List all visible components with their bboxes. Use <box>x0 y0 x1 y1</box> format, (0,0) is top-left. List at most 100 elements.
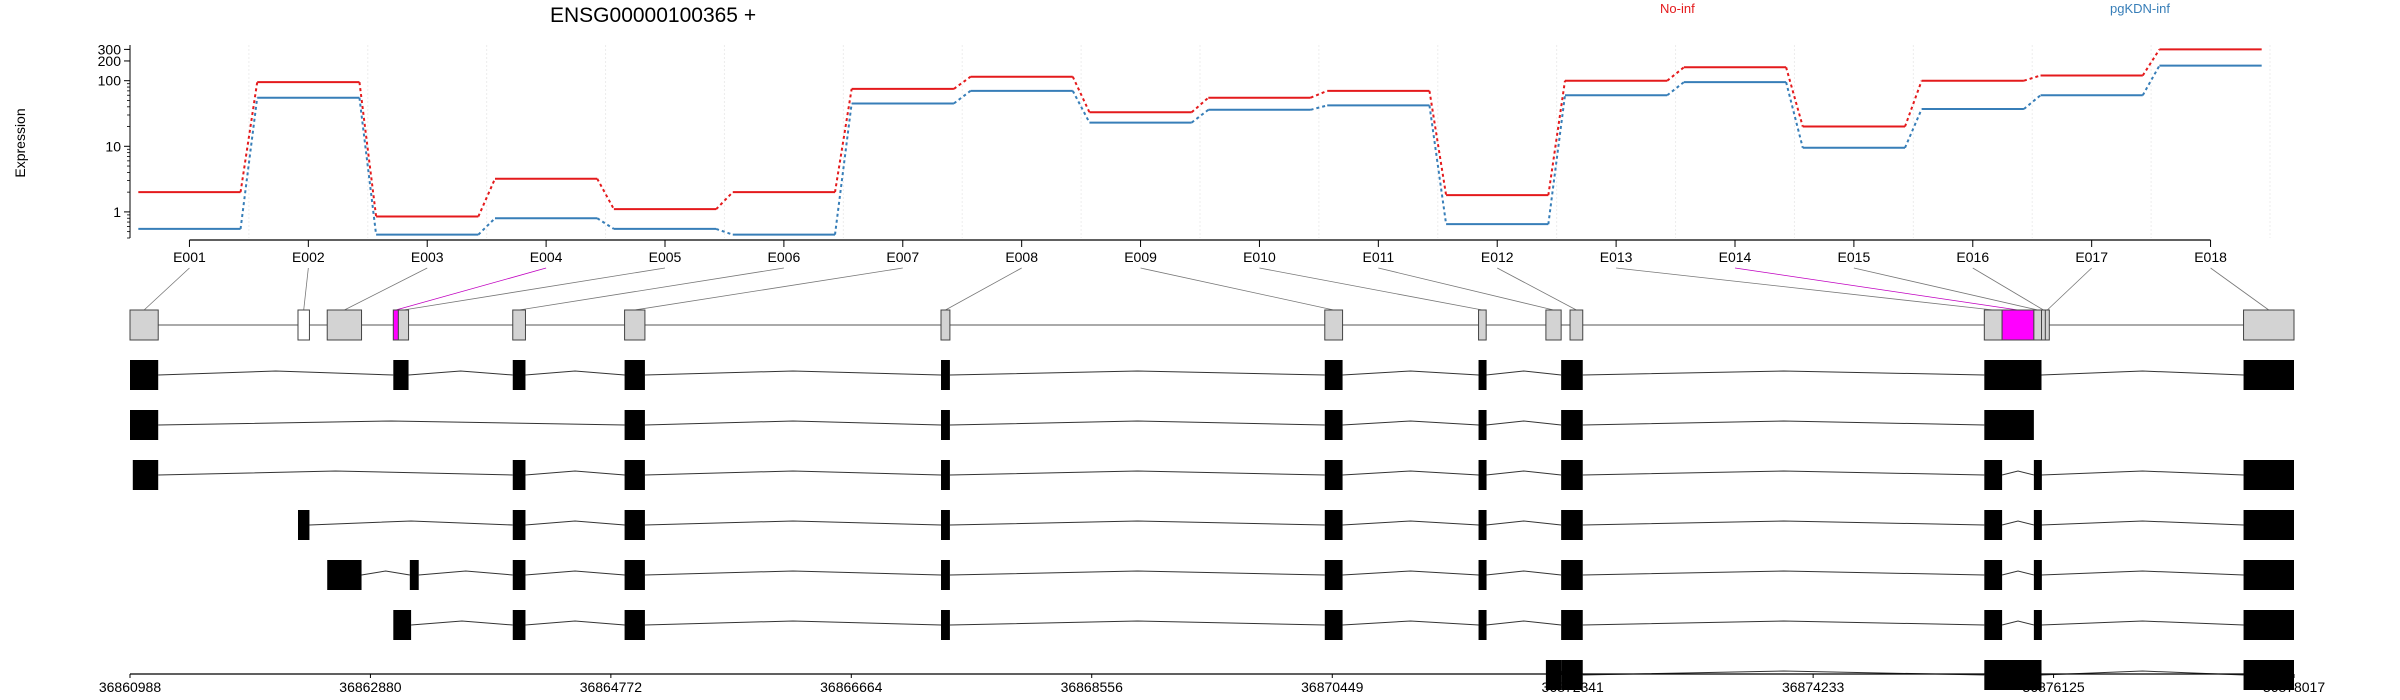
transcript-intron <box>644 470 942 476</box>
transcript-intron <box>949 420 1325 426</box>
genomic-coordinate-axis: 36860988 36862880 36864772 36866664 36868556… <box>99 673 2325 695</box>
series-connector <box>358 97 378 235</box>
transcript-exon <box>1478 410 1487 440</box>
y-tick-label: 200 <box>98 53 122 69</box>
transcript-intron <box>644 570 942 576</box>
transcript-intron <box>949 570 1325 576</box>
exon-bin-label: E016 <box>1956 249 1989 265</box>
transcript-intron <box>1342 370 1479 376</box>
series-connector <box>477 178 496 217</box>
transcript-exon <box>1324 560 1343 590</box>
vertical-gridlines <box>129 45 2271 238</box>
exon-bin-label: E006 <box>768 249 801 265</box>
genomic-tick-label: 36860988 <box>99 679 162 695</box>
genomic-tick-label: 36872341 <box>1542 679 1605 695</box>
exon-connector <box>2047 267 2092 311</box>
exon-connector <box>519 267 784 311</box>
series-connector <box>2023 94 2042 110</box>
exon-connector <box>1972 267 2044 311</box>
gene-model-exon <box>392 309 399 341</box>
transcript-intron <box>1582 520 1985 526</box>
series-pgkdn-inf <box>138 64 2262 236</box>
transcript-exon <box>1478 610 1487 640</box>
transcript-intron <box>949 370 1325 376</box>
exon-bin-label: E017 <box>2075 249 2108 265</box>
transcript-exon <box>2243 510 2294 540</box>
transcript-track <box>297 510 2294 540</box>
genomic-tick-label: 36864772 <box>580 679 643 695</box>
transcript-exon <box>130 410 159 440</box>
transcript-exon <box>1561 560 1583 590</box>
gene-model-exon <box>1983 309 2003 341</box>
transcript-intron <box>411 620 513 626</box>
transcript-exon <box>1478 360 1487 390</box>
series-connector <box>239 82 259 193</box>
transcript-exon <box>1561 360 1583 390</box>
exon-bin-label: E015 <box>1838 249 1871 265</box>
gene-model-exon <box>1324 309 1344 341</box>
exon-connector <box>395 267 547 311</box>
series-connector <box>715 227 734 236</box>
exon-connector <box>1259 267 1483 311</box>
transcript-intron <box>158 370 394 376</box>
transcript-intron <box>525 470 625 476</box>
transcript-exon <box>624 360 645 390</box>
transcript-intron <box>2041 620 2244 626</box>
transcript-exon <box>2243 360 2294 390</box>
transcript-intron <box>2041 370 2244 376</box>
series-connector <box>1785 67 1804 127</box>
y-tick-label: 300 <box>98 41 122 57</box>
series-connector <box>2141 48 2161 77</box>
gene-model-exon <box>940 309 951 341</box>
gene-model-exon <box>297 309 310 341</box>
transcript-intron <box>525 520 625 526</box>
exon-connector <box>303 267 309 311</box>
transcript-exon <box>941 610 950 640</box>
transcript-exon <box>512 610 526 640</box>
transcript-exon <box>2243 660 2294 690</box>
transcript-exon <box>1324 410 1343 440</box>
transcript-intron <box>2001 570 2034 576</box>
transcript-exon <box>1561 660 1583 690</box>
transcript-exon <box>512 360 526 390</box>
series-connector <box>1547 80 1566 196</box>
transcript-intron <box>1582 370 1985 376</box>
transcript-intron <box>158 470 513 476</box>
gene-model-exon <box>1545 309 1562 341</box>
series-connector <box>1071 76 1091 113</box>
legend-entry-pgkdn-inf: pgKDN-inf <box>2110 1 2170 16</box>
y-axis-label: Expression <box>12 108 28 177</box>
exon-bin-label: E009 <box>1124 249 1157 265</box>
transcript-intron <box>644 420 942 426</box>
transcript-intron <box>2001 620 2034 626</box>
transcript-intron <box>1486 570 1562 576</box>
transcript-intron <box>1486 620 1562 626</box>
transcript-exon <box>1984 510 2003 540</box>
transcript-exon <box>2243 560 2294 590</box>
genomic-tick-label: 36876125 <box>2022 679 2085 695</box>
transcript-intron <box>1342 520 1479 526</box>
transcript-intron <box>1486 370 1562 376</box>
transcript-intron <box>949 620 1325 626</box>
exon-bin-label: E003 <box>411 249 444 265</box>
transcript-intron <box>1486 520 1562 526</box>
series-connector <box>596 217 615 230</box>
transcript-intron <box>158 420 625 426</box>
series-connector <box>1191 109 1209 124</box>
series-connector <box>1785 81 1804 149</box>
transcript-exon <box>1545 660 1562 690</box>
transcript-intron <box>1582 570 1985 576</box>
exon-connector <box>1853 267 2038 311</box>
transcript-exon <box>941 460 950 490</box>
transcript-intron <box>1342 470 1479 476</box>
transcript-intron <box>408 370 513 376</box>
transcript-intron <box>949 470 1325 476</box>
gene-model-exon <box>2243 309 2295 341</box>
series-connector <box>715 191 734 210</box>
transcript-exon <box>512 460 526 490</box>
series-connector <box>2023 74 2041 82</box>
exon-connector <box>2210 267 2270 311</box>
gene-model-exon <box>624 309 646 341</box>
exon-connector <box>1616 267 1994 311</box>
